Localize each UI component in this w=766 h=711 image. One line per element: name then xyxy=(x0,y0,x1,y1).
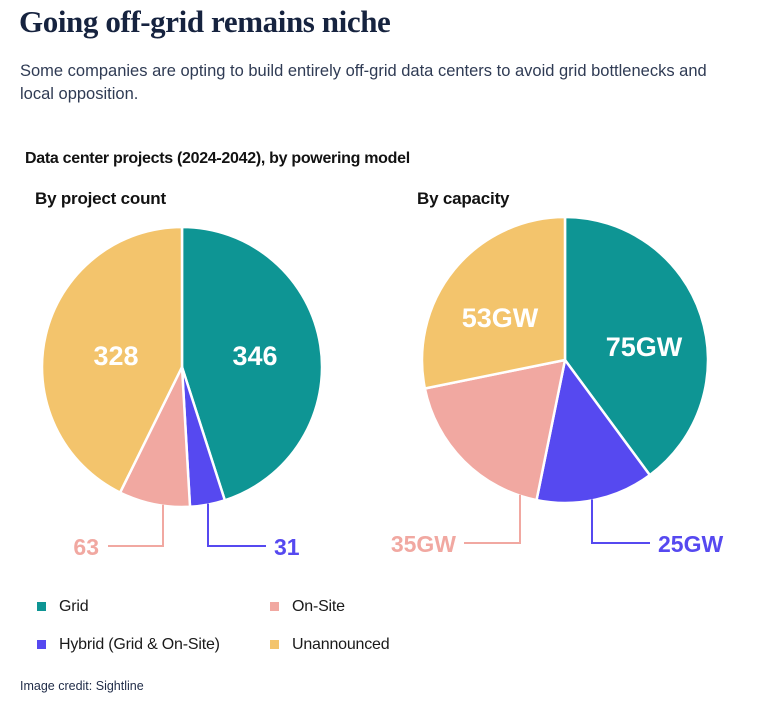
chart-title: Data center projects (2024-2042), by pow… xyxy=(25,150,410,167)
image-credit: Image credit: Sightline xyxy=(20,679,144,693)
pie-right-title: By capacity xyxy=(417,189,510,208)
legend-label-unannounced: Unannounced xyxy=(292,636,390,653)
pie-count-slice-grid xyxy=(180,225,324,502)
legend-marker-unannounced xyxy=(270,640,279,649)
legend-label-grid: Grid xyxy=(59,598,89,615)
pie-capacity-slice-hybrid-grid-on-site xyxy=(535,358,652,505)
pie-capacity-slice-unannounced xyxy=(420,215,567,390)
pie-capacity-value-on-site: 35GW xyxy=(391,531,456,557)
pie-capacity-slice-on-site xyxy=(423,358,567,502)
pie-capacity-value-unannounced: 53GW xyxy=(462,303,539,333)
legend-item-grid: Grid xyxy=(37,597,89,616)
legend-label-hybrid: Hybrid (Grid & On-Site) xyxy=(59,636,220,653)
pie-count-value-hybrid-grid-on-site: 31 xyxy=(274,534,300,560)
pie-count-value-unannounced: 328 xyxy=(93,341,138,371)
legend-marker-hybrid xyxy=(37,640,46,649)
page-title: Going off-grid remains niche xyxy=(19,4,391,39)
pie-count-leader-line-hybrid-grid-on-site xyxy=(207,503,266,547)
legend-item-on-site: On-Site xyxy=(270,597,345,616)
pie-capacity-value-grid: 75GW xyxy=(606,332,683,362)
pie-capacity-value-hybrid-grid-on-site: 25GW xyxy=(658,531,723,557)
legend-marker-on-site xyxy=(270,602,279,611)
pie-count-value-on-site: 63 xyxy=(73,534,99,560)
legend-item-unannounced: Unannounced xyxy=(270,635,390,654)
page-subtitle: Some companies are opting to build entir… xyxy=(20,62,707,103)
pie-capacity-leader-line-on-site xyxy=(464,494,521,544)
pie-count-leader-line-on-site xyxy=(108,504,164,547)
pie-count-slice-unannounced xyxy=(40,225,184,494)
pie-capacity-leader-line-hybrid-grid-on-site xyxy=(591,499,650,544)
pie-count-value-grid: 346 xyxy=(232,341,277,371)
pie-capacity-slice-grid xyxy=(563,215,710,477)
legend-marker-grid xyxy=(37,602,46,611)
legend-label-on-site: On-Site xyxy=(292,598,345,615)
pie-left-title: By project count xyxy=(35,189,166,208)
legend-item-hybrid: Hybrid (Grid & On-Site) xyxy=(37,635,220,654)
